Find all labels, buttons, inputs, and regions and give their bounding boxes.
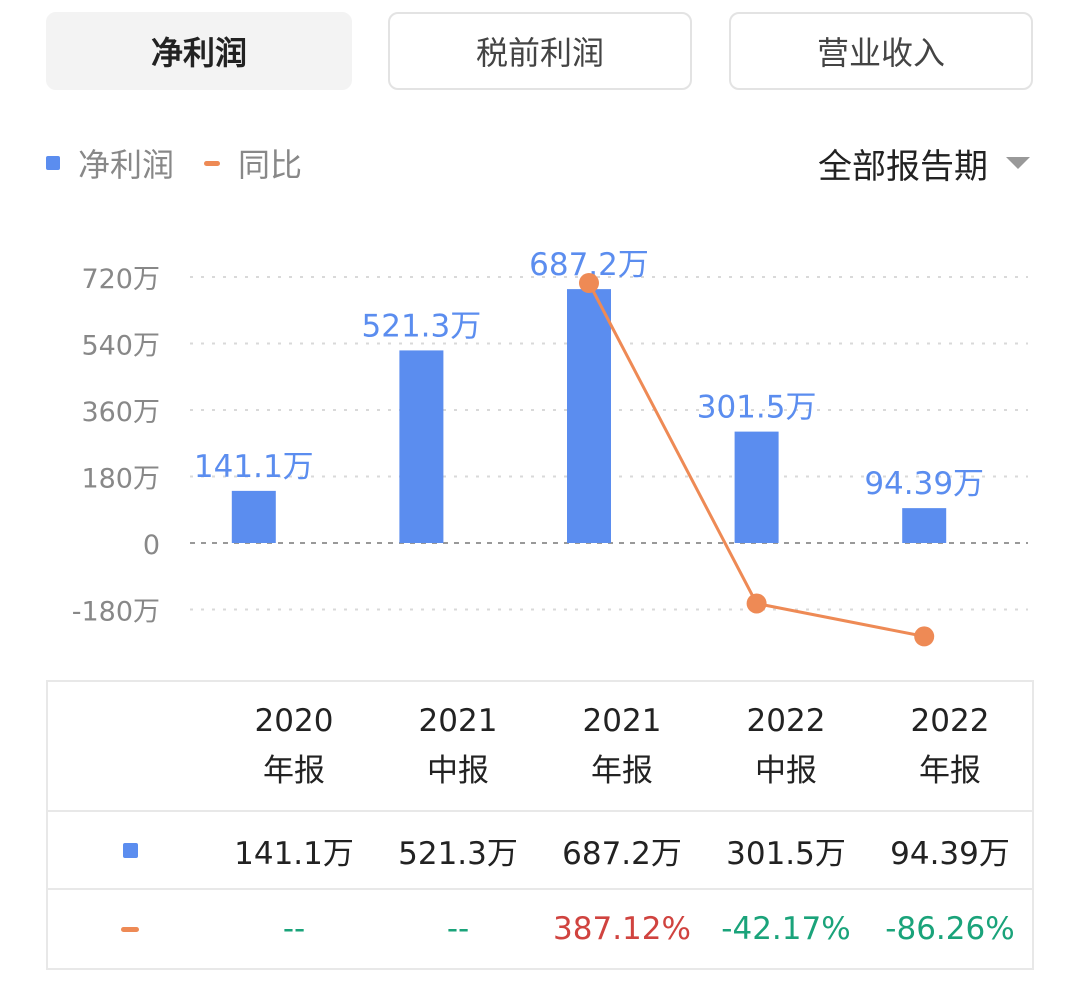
table-cell: -86.26%	[885, 911, 1015, 947]
y-tick-label: 720万	[81, 264, 160, 295]
net-profit-row-marker	[48, 812, 212, 888]
table-cell: --	[446, 911, 470, 947]
bar-data-label: 94.39万	[864, 466, 984, 502]
y-tick-label: 180万	[81, 464, 160, 495]
bar	[399, 350, 444, 543]
chart-legend: 净利润 同比	[46, 138, 332, 188]
legend-item-yoy[interactable]: 同比	[204, 140, 302, 186]
bar-legend-swatch	[46, 156, 60, 170]
yoy-point	[914, 626, 935, 647]
line-legend-swatch	[204, 160, 221, 166]
table-header-cell: 2020 年报	[254, 703, 334, 789]
table-header-row: 2020 年报 2021 中报 2021 年报 2022 中报 2022 年报	[48, 682, 1032, 812]
legend-label-net-profit: 净利润	[78, 146, 175, 184]
yoy-point	[746, 593, 767, 614]
table-cell: 387.12%	[553, 911, 691, 947]
table-header-cell: 2022 年报	[910, 703, 990, 789]
table-header-cell: 2021 年报	[582, 703, 662, 789]
tab-net-profit[interactable]: 净利润	[46, 12, 352, 90]
caret-down-icon	[1006, 157, 1030, 169]
y-tick-label: 540万	[81, 331, 160, 362]
bar	[567, 289, 611, 543]
table-header-blank	[48, 682, 212, 810]
table-header-cell: 2021 中报	[418, 703, 498, 789]
report-tabs: 净利润 税前利润 营业收入	[0, 0, 1080, 110]
period-selector[interactable]: 全部报告期	[818, 138, 1030, 188]
yoy-row-marker	[48, 890, 212, 968]
y-tick-label: 360万	[81, 397, 160, 428]
bar	[231, 490, 276, 543]
period-label: 全部报告期	[818, 146, 988, 187]
table-cell: -42.17%	[721, 911, 851, 947]
bar	[734, 431, 779, 543]
table-cell: 687.2万	[562, 835, 682, 872]
tab-pretax-profit[interactable]: 税前利润	[388, 12, 692, 90]
table-cell: 141.1万	[234, 835, 354, 872]
net-profit-chart: 720万540万360万180万0-180万141.1万521.3万687.2万…	[72, 247, 1028, 647]
table-cell: 94.39万	[890, 835, 1010, 872]
yoy-point	[579, 273, 599, 293]
table-cell: --	[282, 911, 306, 947]
legend-item-net-profit[interactable]: 净利润	[46, 140, 174, 186]
table-cell: 521.3万	[398, 835, 518, 872]
table-header-cell: 2022 中报	[746, 703, 826, 789]
y-tick-label: -180万	[72, 597, 160, 628]
data-table: 2020 年报 2021 中报 2021 年报 2022 中报 2022 年报 141.1…	[46, 680, 1034, 970]
bar-data-label: 301.5万	[697, 390, 817, 426]
table-cell: 301.5万	[726, 835, 846, 872]
table-row-yoy: -- -- 387.12% -42.17% -86.26%	[48, 890, 1032, 968]
table-row-net-profit: 141.1万 521.3万 687.2万 301.5万 94.39万	[48, 812, 1032, 890]
line-legend-swatch	[121, 926, 139, 932]
bar-data-label: 141.1万	[194, 449, 314, 485]
bar	[902, 508, 947, 543]
bar-legend-swatch	[122, 842, 138, 858]
legend-label-yoy: 同比	[238, 146, 303, 184]
tab-revenue[interactable]: 营业收入	[729, 12, 1033, 90]
y-tick-label: 0	[143, 530, 160, 561]
bar-data-label: 521.3万	[362, 308, 482, 344]
